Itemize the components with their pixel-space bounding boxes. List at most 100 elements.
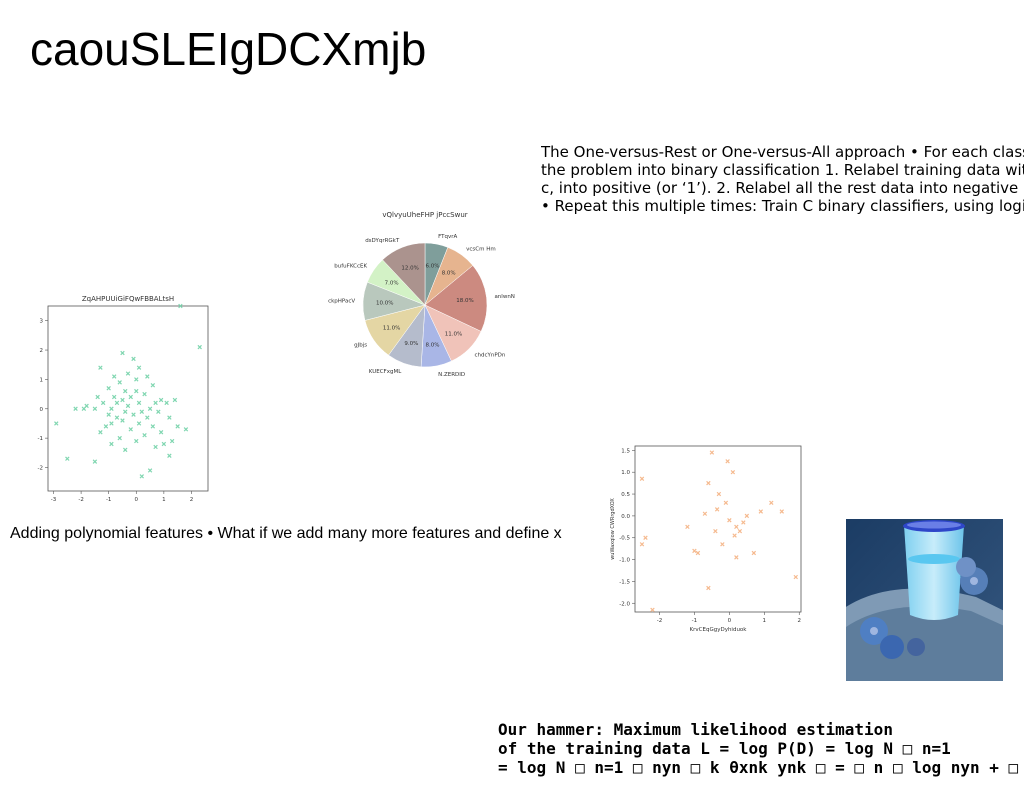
- data-point: [136, 421, 142, 426]
- data-point: [730, 469, 736, 475]
- x-tick-label: -3: [51, 497, 57, 503]
- data-point: [714, 507, 720, 512]
- data-point: [95, 394, 100, 400]
- slice-label: chdcYnPDn: [474, 352, 505, 358]
- y-tick-label: -0.5: [619, 536, 630, 542]
- data-point: [150, 424, 156, 429]
- data-point: [741, 520, 746, 525]
- data-point: [120, 418, 125, 423]
- data-point: [139, 409, 145, 414]
- x-tick-label: 1: [763, 618, 767, 624]
- slice-label: bufuFKCcEK: [334, 264, 367, 270]
- text-line: Our hammer: Maximum likelihood estimatio…: [498, 720, 893, 739]
- flower-center: [870, 627, 878, 635]
- data-point: [120, 350, 125, 356]
- data-point: [109, 406, 114, 412]
- data-point: [709, 450, 715, 455]
- data-point: [727, 518, 732, 523]
- y-tick-label: 1.5: [621, 448, 630, 454]
- data-point: [161, 441, 167, 447]
- data-point: [131, 412, 136, 417]
- data-point: [178, 303, 183, 309]
- y-axis-label: wuWaxqiow CWRrgdXOX: [610, 498, 616, 560]
- data-point: [692, 548, 697, 554]
- blue-drink-photo: [846, 519, 1003, 681]
- y-tick-label: -1: [38, 436, 43, 442]
- flower: [956, 557, 976, 577]
- slice-value-label: 11.0%: [383, 326, 400, 332]
- data-point: [128, 427, 133, 432]
- y-tick-label: 3: [40, 319, 44, 325]
- slice-label: N.ZERDID: [438, 372, 465, 378]
- data-point: [142, 432, 147, 438]
- x-axis-label: KrvCEqGgyDyhiduok: [690, 627, 748, 633]
- data-point: [706, 480, 711, 486]
- slice-value-label: 18.0%: [456, 298, 473, 304]
- slice-value-label: 10.0%: [376, 300, 393, 306]
- x-tick-label: 1: [162, 497, 166, 503]
- x-tick-label: 2: [190, 497, 194, 503]
- data-point: [128, 394, 133, 400]
- slice-label: gJbjs: [354, 342, 367, 348]
- slice-label: KUECFxgML: [369, 369, 402, 375]
- data-point: [123, 447, 128, 453]
- data-point: [100, 400, 106, 406]
- text-line: the problem into binary classification 1…: [541, 161, 1024, 179]
- data-point: [169, 438, 175, 444]
- data-point: [172, 397, 178, 403]
- flower-center: [970, 577, 978, 585]
- data-point: [650, 607, 655, 613]
- y-tick-label: 1.0: [621, 470, 630, 476]
- data-point: [147, 468, 153, 473]
- data-point: [111, 394, 117, 400]
- data-point: [106, 412, 111, 417]
- data-point: [65, 456, 70, 461]
- text-line: c, into positive (or ‘1’). 2. Relabel al…: [541, 179, 1024, 197]
- data-point: [84, 403, 89, 409]
- y-tick-label: -1.5: [619, 579, 630, 585]
- data-point: [73, 406, 78, 412]
- data-point: [197, 344, 202, 350]
- slice-label: dsDYqrRGkT: [365, 238, 400, 244]
- text-line: • Repeat this multiple times: Train C bi…: [541, 197, 1024, 215]
- data-point: [117, 435, 122, 441]
- slice-value-label: 9.0%: [404, 341, 418, 347]
- x-tick-label: 2: [798, 618, 802, 624]
- pie-chart: vQlvyuUheFHP jPccSwur 6.0% FTqvrA 8.0% vcsCm…: [328, 211, 515, 378]
- scatter-chart-1: ZqAHPUUiGiFQwFBBALtsH -3 -2 -1 0 1 2 -2 -1 0 1 2 3: [38, 295, 209, 503]
- data-point: [134, 377, 139, 382]
- slice-label: anlwnN: [494, 294, 514, 300]
- data-point: [723, 500, 729, 506]
- slice-label: vcsCm Hm: [466, 246, 496, 252]
- data-point: [156, 409, 161, 414]
- data-point: [716, 491, 722, 497]
- data-point: [134, 388, 139, 394]
- x-tick-label: 0: [728, 618, 732, 624]
- plot-frame: [47, 305, 209, 492]
- data-point: [167, 453, 172, 458]
- data-point: [158, 430, 164, 435]
- chart-title: vQlvyuUheFHP jPccSwur: [382, 211, 467, 219]
- data-point: [720, 542, 725, 547]
- data-point: [737, 528, 743, 534]
- y-tick-label: -2.0: [619, 601, 630, 607]
- slice-value-label: 8.0%: [426, 343, 440, 349]
- slice-value-label: 11.0%: [445, 331, 462, 337]
- data-point: [114, 415, 120, 420]
- flower: [880, 635, 904, 659]
- data-point: [732, 533, 737, 538]
- data-point: [695, 550, 701, 556]
- data-point: [734, 524, 739, 530]
- data-point: [183, 427, 189, 432]
- data-point: [114, 400, 120, 406]
- data-point: [142, 391, 147, 397]
- page-title: caouSLEIgDCXmjb: [30, 23, 427, 75]
- slice-value-label: 7.0%: [385, 280, 399, 286]
- data-point: [123, 409, 128, 414]
- data-point: [98, 365, 103, 370]
- x-tick-label: -1: [106, 497, 111, 503]
- liquid-surface: [908, 554, 960, 564]
- data-point: [54, 421, 59, 426]
- slice-value-label: 8.0%: [442, 270, 456, 276]
- slice-value-label: 12.0%: [401, 266, 418, 272]
